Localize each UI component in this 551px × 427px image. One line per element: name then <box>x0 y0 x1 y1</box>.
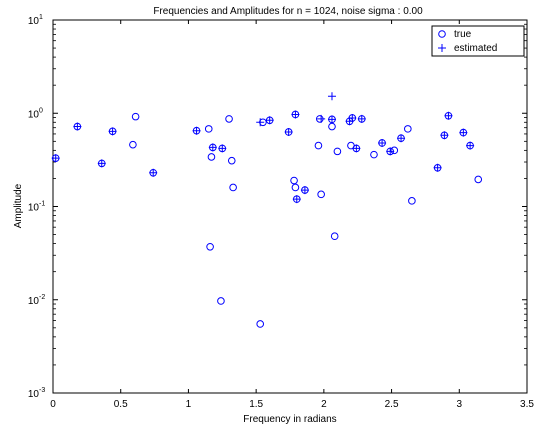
y-tick-label-exponent: 0 <box>39 107 43 114</box>
legend: true estimated <box>431 25 525 57</box>
x-tick-label: 0 <box>50 399 56 410</box>
estimated-point <box>352 144 361 153</box>
estimated-point <box>378 138 387 147</box>
true-point <box>370 150 378 159</box>
x-tick-label: 2.5 <box>385 399 399 410</box>
x-tick-label: 2 <box>321 399 327 410</box>
estimated-point <box>348 113 357 122</box>
true-point <box>404 125 412 133</box>
estimated-point <box>192 126 201 135</box>
true-point <box>225 115 233 123</box>
x-tick-label: 0.5 <box>114 399 128 410</box>
estimated-point <box>459 128 468 137</box>
true-point <box>290 176 298 185</box>
true-point <box>314 141 323 150</box>
true-point <box>291 183 300 192</box>
true-point <box>408 197 416 205</box>
estimated-point <box>291 110 300 119</box>
estimated-point <box>292 195 301 204</box>
estimated-point <box>149 168 158 177</box>
true-point <box>131 112 140 121</box>
true-point <box>206 242 214 251</box>
true-point <box>317 190 325 199</box>
x-tick-label: 1.5 <box>249 399 263 410</box>
data-marks <box>51 92 483 328</box>
y-tick-label: 10 <box>28 296 40 307</box>
true-point <box>204 125 213 133</box>
chart-title: Frequencies and Amplitudes for n = 1024,… <box>153 6 423 17</box>
y-tick-label-exponent: -2 <box>39 294 45 301</box>
estimated-point <box>327 115 336 124</box>
estimated-point <box>97 159 106 168</box>
y-tick-label: 10 <box>28 16 40 27</box>
true-point <box>129 140 137 149</box>
estimated-point <box>300 186 309 195</box>
true-point <box>207 153 216 161</box>
estimated-point <box>108 127 117 136</box>
estimated-point <box>466 141 475 150</box>
y-axis-label: Amplitude <box>13 183 24 228</box>
estimated-point <box>265 116 274 125</box>
x-axis-label: Frequency in radians <box>243 414 336 425</box>
legend-estimated-label: estimated <box>454 43 497 54</box>
legend-box <box>431 25 525 57</box>
estimated-point <box>73 122 82 131</box>
true-point <box>229 183 237 192</box>
y-tick-label: 10 <box>28 109 40 120</box>
estimated-point <box>433 163 442 172</box>
x-tick-label: 3.5 <box>520 399 534 410</box>
estimated-point <box>327 92 336 101</box>
x-tick-label: 3 <box>457 399 463 410</box>
y-tick-label-exponent: -1 <box>39 201 45 208</box>
estimated-point <box>357 114 366 123</box>
estimated-point <box>218 144 227 153</box>
true-point <box>390 146 399 155</box>
estimated-point <box>208 143 217 152</box>
legend-estimated-marker <box>438 44 446 52</box>
true-point <box>474 175 483 184</box>
estimated-point <box>397 134 406 143</box>
true-point <box>217 297 225 305</box>
estimated-point <box>440 131 449 140</box>
y-tick-label-exponent: 1 <box>39 14 43 21</box>
legend-true-marker <box>438 30 446 38</box>
y-tick-label: 10 <box>28 203 40 214</box>
plot-area <box>52 19 528 394</box>
legend-true-label: true <box>454 29 472 40</box>
y-tick-label-exponent: -3 <box>39 387 45 394</box>
true-point <box>227 156 236 165</box>
estimated-point <box>386 147 395 156</box>
true-point <box>256 320 265 328</box>
y-tick-label: 10 <box>28 389 40 400</box>
estimated-point <box>317 114 326 123</box>
true-point <box>333 147 342 156</box>
estimated-point <box>444 111 453 120</box>
estimated-point <box>51 154 60 163</box>
x-tick-label: 1 <box>186 399 192 410</box>
estimated-point <box>256 118 265 127</box>
true-point <box>330 232 339 241</box>
estimated-point <box>284 127 293 136</box>
